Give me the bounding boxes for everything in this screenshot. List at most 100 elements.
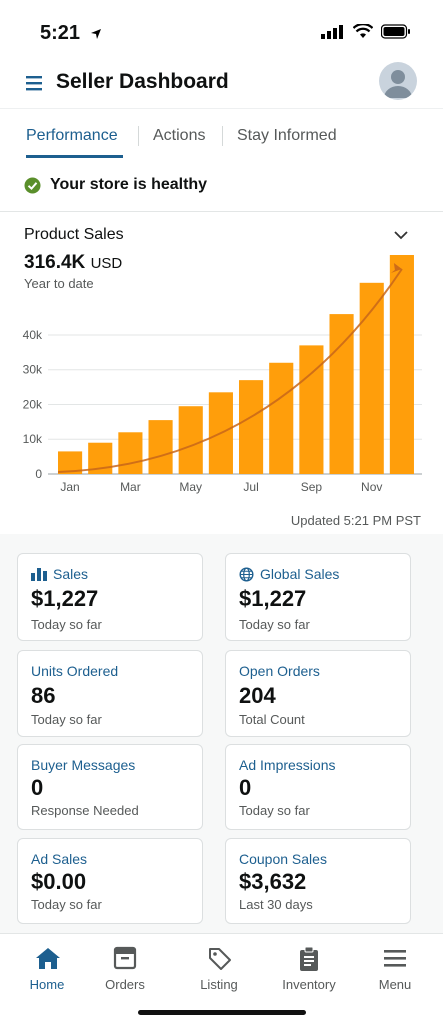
metric-label-text: Global Sales <box>260 566 340 582</box>
x-tick-label: Jan <box>60 480 79 494</box>
metric-label: Sales <box>31 566 88 582</box>
bar-chart-icon <box>31 568 47 581</box>
nav-label: Orders <box>105 977 145 992</box>
chevron-down-icon[interactable] <box>394 230 408 240</box>
metric-label: Global Sales <box>239 566 339 582</box>
metric-card-global-sales[interactable]: Global Sales $1,227 Today so far <box>225 553 411 641</box>
y-tick-label: 10k <box>23 432 43 446</box>
tab-divider <box>138 126 139 146</box>
metric-value: $1,227 <box>239 586 307 611</box>
x-tick-label: Mar <box>120 480 141 494</box>
product-sales-value: 316.4K USD <box>24 252 122 274</box>
metric-card-buyer-messages[interactable]: Buyer Messages 0 Response Needed <box>17 744 203 830</box>
metric-card-sales[interactable]: Sales $1,227 Today so far <box>17 553 203 641</box>
metric-note: Today so far <box>239 803 310 818</box>
trend-line <box>58 268 403 473</box>
signal-icon <box>321 24 343 39</box>
active-tab-indicator <box>26 155 123 158</box>
hamburger-menu-icon[interactable] <box>26 74 44 92</box>
app-header: Seller Dashboard <box>0 62 443 108</box>
nav-label: Inventory <box>282 977 336 992</box>
orders-icon <box>113 946 137 970</box>
metric-note: Today so far <box>31 617 102 632</box>
chart-bar <box>269 362 294 474</box>
chart-bar <box>178 406 203 474</box>
y-tick-label: 30k <box>23 363 43 377</box>
user-avatar-icon <box>384 70 412 98</box>
clipboard-icon <box>300 946 318 971</box>
metric-label: Open Orders <box>239 663 320 679</box>
x-tick-label: Sep <box>301 480 323 494</box>
globe-icon <box>239 566 254 582</box>
tab-actions[interactable]: Actions <box>153 127 206 144</box>
tab-stay-informed[interactable]: Stay Informed <box>237 127 337 144</box>
nav-label: Home <box>29 977 65 992</box>
tag-icon <box>209 948 231 970</box>
home-icon <box>36 948 60 969</box>
metric-value: $0.00 <box>31 869 87 894</box>
product-sales-amount: 316.4K <box>24 252 86 273</box>
page-title: Seller Dashboard <box>56 70 229 93</box>
y-tick-label: 40k <box>23 328 43 342</box>
chart-bar <box>58 451 83 474</box>
menu-icon <box>384 950 406 967</box>
metric-note: Last 30 days <box>239 897 313 912</box>
home-indicator <box>138 1010 306 1015</box>
avatar[interactable] <box>379 62 417 100</box>
metric-value: $1,227 <box>31 586 99 611</box>
status-icons <box>321 24 411 39</box>
wifi-icon <box>353 24 373 38</box>
metric-note: Today so far <box>31 712 102 727</box>
location-arrow-icon <box>91 29 101 39</box>
x-tick-label: Jul <box>243 480 258 494</box>
chart-bar <box>148 420 173 474</box>
metric-label: Units Ordered <box>31 663 119 679</box>
status-time: 5:21 <box>40 22 81 44</box>
product-sales-unit: USD <box>90 255 123 272</box>
metric-note: Response Needed <box>31 803 139 818</box>
chart-bar <box>118 432 143 474</box>
last-updated-text: Updated 5:21 PM PST <box>290 513 421 528</box>
tab-bar: Performance Actions Stay Informed <box>0 108 443 160</box>
chart-bar <box>329 314 354 474</box>
metric-label-text: Sales <box>53 566 89 582</box>
metric-card-ad-sales[interactable]: Ad Sales $0.00 Today so far <box>17 838 203 924</box>
x-tick-label: May <box>179 480 202 494</box>
metric-value: 0 <box>31 775 44 800</box>
nav-label: Listing <box>200 977 238 992</box>
metric-card-open-orders[interactable]: Open Orders 204 Total Count <box>225 650 411 737</box>
metric-note: Today so far <box>239 617 310 632</box>
tab-divider <box>222 126 223 146</box>
battery-icon <box>381 24 410 39</box>
status-bar: 5:21 <box>0 0 443 62</box>
store-health-text: Your store is healthy <box>50 176 208 193</box>
metric-card-ad-impressions[interactable]: Ad Impressions 0 Today so far <box>225 744 411 830</box>
product-sales-subtitle: Year to date <box>24 276 94 291</box>
metric-value: $3,632 <box>239 869 307 894</box>
y-tick-label: 0 <box>35 467 42 481</box>
product-sales-card: Product Sales 316.4K USD Year to date 0 1… <box>0 212 443 534</box>
chart-bar <box>359 282 384 474</box>
metric-label: Ad Impressions <box>239 757 336 773</box>
nav-label: Menu <box>378 977 412 992</box>
product-sales-title: Product Sales <box>24 226 124 243</box>
metric-label: Coupon Sales <box>239 851 327 867</box>
x-tick-label: Nov <box>361 480 382 494</box>
metric-note: Total Count <box>239 712 305 727</box>
metric-value: 86 <box>31 683 56 708</box>
metric-value: 0 <box>239 775 252 800</box>
product-sales-chart: 0 10k 20k 30k 40k Jan Mar May Jul Sep Nov <box>23 255 422 494</box>
chart-bar <box>239 380 264 474</box>
metric-card-coupon-sales[interactable]: Coupon Sales $3,632 Last 30 days <box>225 838 411 924</box>
metric-label: Ad Sales <box>31 851 88 867</box>
bottom-navigation: Home Orders Listing Inventory <box>0 933 443 1024</box>
tab-performance[interactable]: Performance <box>26 127 118 144</box>
store-health-banner: Your store is healthy <box>0 159 443 212</box>
metric-value: 204 <box>239 683 276 708</box>
metric-card-units-ordered[interactable]: Units Ordered 86 Today so far <box>17 650 203 737</box>
metric-label: Buyer Messages <box>31 757 136 773</box>
chart-bar <box>389 255 414 474</box>
trend-arrowhead <box>390 263 402 273</box>
y-tick-label: 20k <box>23 397 43 411</box>
